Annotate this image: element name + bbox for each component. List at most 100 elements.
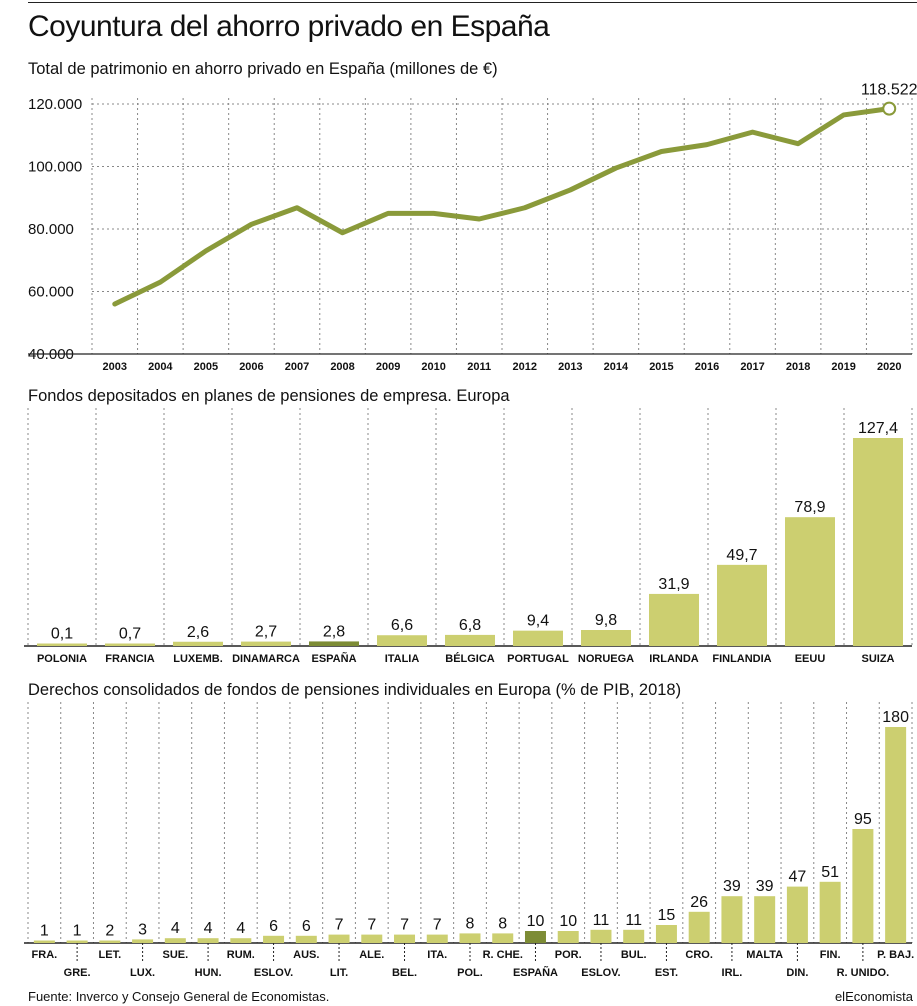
bar [361,934,383,943]
x-tick-label: 2012 [513,361,537,373]
category-label: ITALIA [385,653,420,665]
category-label: POLONIA [37,653,87,665]
category-label: POL. [457,967,483,979]
bar [557,931,579,943]
bar-value-label: 8 [498,915,507,932]
category-label: GRE. [64,967,91,979]
bar-value-label: 95 [854,811,872,828]
x-tick-label: 2003 [103,361,127,373]
bar-value-label: 7 [433,917,442,934]
bar-value-label: 6,8 [459,617,481,634]
x-tick-label: 2020 [877,361,901,373]
bar [581,630,631,646]
x-tick-label: 2013 [558,361,582,373]
x-tick-label: 2011 [467,361,491,373]
chart3-title: Derechos consolidados de fondos de pensi… [28,681,682,699]
bar-value-label: 26 [690,894,708,911]
bar [445,634,495,646]
x-tick-label: 2007 [285,361,309,373]
bar [655,925,677,943]
y-tick-label: 100.000 [28,159,82,176]
bar [426,934,448,943]
bar [173,641,223,646]
category-label: IRL. [722,967,743,979]
bar [230,938,252,943]
bar-value-label: 7 [335,917,344,934]
bar [513,630,563,646]
chart2-title: Fondos depositados en planes de pensione… [28,387,510,405]
end-point-label: 118.522 [861,82,917,99]
category-label: ITA. [427,949,447,961]
chart1-title: Total de patrimonio en ahorro privado en… [28,60,498,78]
category-label: LET. [99,949,122,961]
end-point-marker [882,101,897,116]
bar-value-label: 0,1 [51,626,73,643]
bar-value-label: 2,7 [255,624,277,641]
category-label: LUXEMB. [173,653,223,665]
bar [105,643,155,646]
bar [649,593,699,646]
bar [754,896,776,943]
bar [309,641,359,646]
bar [394,934,416,943]
category-label: ESLOV. [254,967,293,979]
bar-value-label: 39 [723,878,741,895]
x-tick-label: 2006 [239,361,263,373]
category-label: SUIZA [862,653,895,665]
category-label: BEL. [392,967,417,979]
x-tick-label: 2005 [194,361,218,373]
bar [33,940,55,943]
bar-value-label: 2 [105,923,114,940]
category-label: ESPAÑA [311,652,356,665]
bar-value-label: 2,8 [323,623,345,640]
bar [377,635,427,646]
bar [852,829,874,943]
category-label: LIT. [330,967,348,979]
bar-value-label: 127,4 [858,420,898,437]
bar [66,940,88,943]
bar-chart-planes-empresa: 0,1 POLONIA 0,7 FRANCIA 2,6 LUXEMB. 2,7 DINAMAR… [24,408,913,665]
bar [132,939,154,943]
bar-value-label: 11 [625,912,642,929]
x-tick-label: 2018 [786,361,810,373]
bar [524,931,546,943]
x-tick-label: 2016 [695,361,719,373]
bar-value-label: 4 [171,920,180,937]
category-label: ESLOV. [581,967,620,979]
category-label: P. BAJ. [877,949,914,961]
bar-value-label: 78,9 [794,499,825,516]
bar-value-label: 6 [269,918,278,935]
y-tick-label: 120.000 [28,96,82,113]
category-label: R. UNIDO. [837,967,890,979]
category-label: FRA. [32,949,58,961]
x-tick-label: 2017 [740,361,764,373]
bar-value-label: 1 [73,923,82,940]
category-label: FIN. [820,949,841,961]
bar [99,940,121,943]
bar [328,934,350,943]
top-rule [28,2,917,3]
category-label: FINLANDIA [712,653,771,665]
series-line [112,106,892,307]
bar-value-label: 51 [821,864,839,881]
bar [37,643,87,646]
bar-value-label: 49,7 [726,547,757,564]
category-label: MALTA [746,949,783,961]
x-tick-label: 2009 [376,361,400,373]
category-label: IRLANDA [649,653,699,665]
bar [721,896,743,943]
x-tick-label: 2015 [649,361,673,373]
bar-value-label: 2,6 [187,624,209,641]
bar [590,929,612,943]
category-label: CRO. [685,949,713,961]
category-label: HUN. [195,967,222,979]
source-note: Fuente: Inverco y Consejo General de Eco… [28,989,330,1004]
bar [786,886,808,943]
category-label: EEUU [795,653,826,665]
bar [492,933,514,943]
brand-logo: elEconomista [834,989,913,1004]
bar [819,881,841,943]
bar [241,641,291,646]
bar [197,938,219,943]
bar-value-label: 9,8 [595,612,617,629]
